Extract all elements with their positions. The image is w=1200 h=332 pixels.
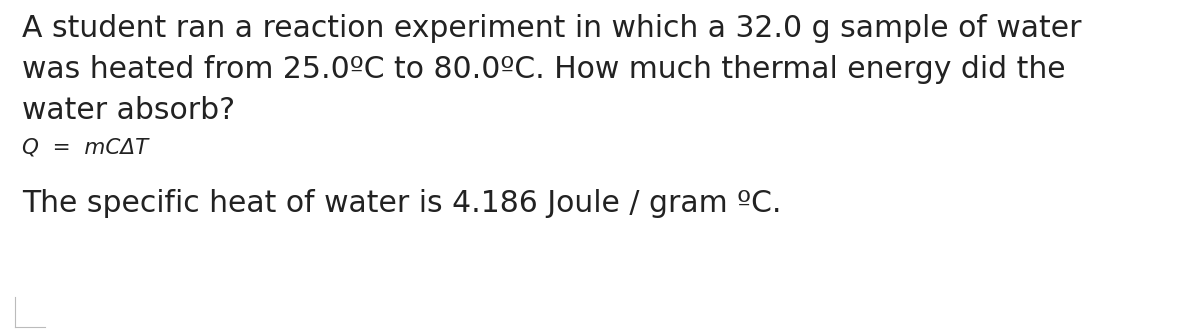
Text: water absorb?: water absorb?: [22, 96, 235, 125]
Text: was heated from 25.0ºC to 80.0ºC. How much thermal energy did the: was heated from 25.0ºC to 80.0ºC. How mu…: [22, 55, 1066, 84]
Text: The specific heat of water is 4.186 Joule / gram ºC.: The specific heat of water is 4.186 Joul…: [22, 189, 781, 218]
Text: Q  =  mCΔT: Q = mCΔT: [22, 137, 149, 157]
Text: A student ran a reaction experiment in which a 32.0 g sample of water: A student ran a reaction experiment in w…: [22, 14, 1081, 43]
